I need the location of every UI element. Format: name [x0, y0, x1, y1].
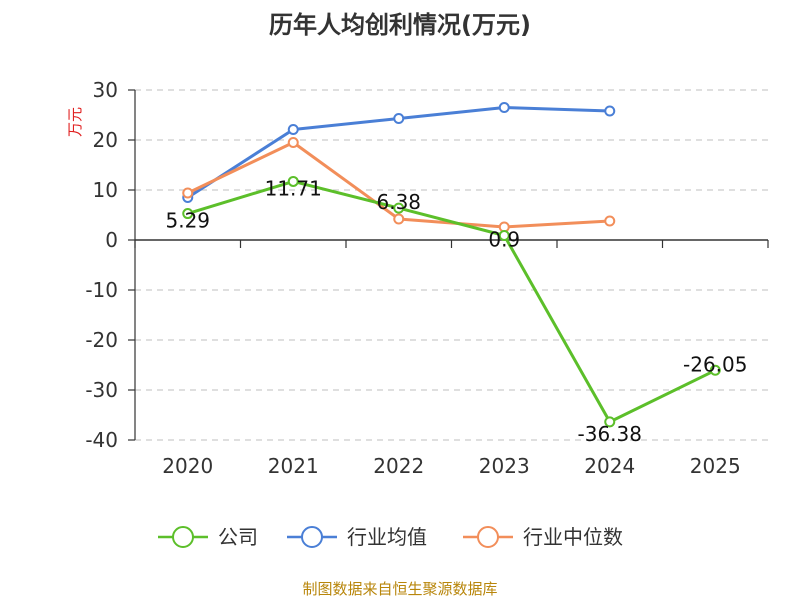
data-label: -26.05 — [683, 352, 747, 376]
legend-label: 行业均值 — [347, 525, 427, 549]
y-tick-label: 20 — [93, 128, 118, 152]
data-labels: 5.29 11.71 6.38 0.9 -36.38 -26.05 — [165, 176, 747, 445]
source-note: 制图数据来自恒生聚源数据库 — [302, 580, 497, 598]
data-point — [604, 215, 616, 227]
y-tick-label: -10 — [85, 278, 118, 302]
x-tick-label: 2024 — [584, 454, 635, 478]
y-tick-label: -40 — [85, 428, 118, 452]
data-point — [709, 364, 721, 376]
data-point — [287, 137, 299, 148]
y-tick-label: 0 — [105, 228, 118, 252]
data-point — [182, 187, 194, 199]
x-tick-label: 2021 — [268, 454, 319, 478]
data-label: 5.29 — [165, 209, 210, 233]
data-label: 11.71 — [265, 176, 322, 200]
x-tick-label: 2025 — [690, 454, 741, 478]
y-tick-label: -20 — [85, 328, 118, 352]
legend-marker-circle — [172, 526, 194, 548]
data-point — [287, 124, 299, 135]
data-point — [498, 230, 510, 241]
legend-marker-circle — [301, 526, 323, 548]
axes: 30 20 10 0 -10 -20 -30 -40 2020 2021 2022 2023 2024 2… — [85, 78, 769, 478]
y-tick-label: 30 — [93, 78, 118, 102]
data-point — [287, 175, 299, 187]
y-tick-label: -30 — [85, 378, 118, 402]
x-tick-label: 2023 — [479, 454, 530, 478]
data-point — [604, 105, 616, 117]
y-axis-label: 万元 — [66, 107, 84, 137]
legend-label: 行业中位数 — [523, 525, 623, 549]
legend-marker-circle — [477, 526, 499, 548]
x-tick-label: 2020 — [162, 454, 213, 478]
data-label: 0.9 — [488, 228, 520, 252]
data-point — [604, 416, 616, 428]
legend: 公司 行业均值 行业中位数 — [158, 525, 623, 549]
data-point — [393, 202, 405, 214]
x-tick-label: 2022 — [373, 454, 424, 478]
data-point — [498, 102, 510, 113]
series-line — [187, 179, 716, 424]
legend-label: 公司 — [218, 525, 258, 549]
y-tick-label: 10 — [93, 178, 118, 202]
chart-title: 历年人均创利情况(万元) — [269, 11, 531, 39]
series — [182, 102, 721, 428]
data-label: -36.38 — [578, 422, 642, 446]
data-label: 6.38 — [376, 190, 421, 214]
grid — [135, 89, 768, 441]
data-point — [393, 213, 405, 225]
data-point — [182, 208, 194, 220]
data-point — [393, 113, 405, 124]
